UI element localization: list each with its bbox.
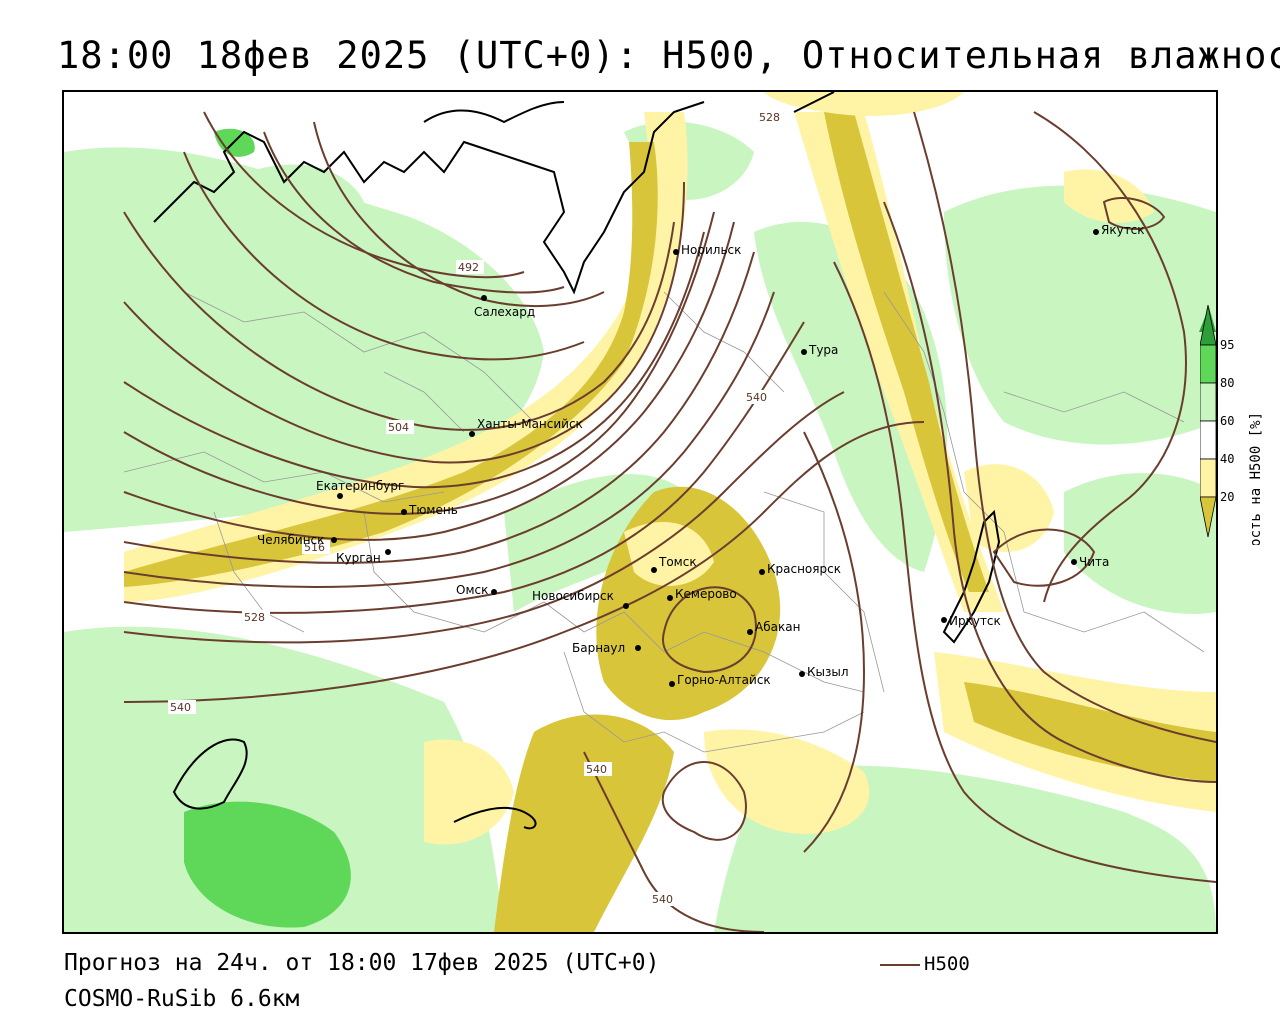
city-dot — [1071, 559, 1077, 565]
colorbar-top-triangle — [1200, 305, 1217, 346]
city-label: Якутск — [1101, 223, 1145, 237]
city-dot — [669, 681, 675, 687]
colorbar-segment-80-95 — [1200, 344, 1217, 384]
city-label: Норильск — [681, 243, 741, 257]
isoline-label: 504 — [388, 421, 409, 434]
city-dot — [667, 595, 673, 601]
isoline-label: 528 — [244, 611, 265, 624]
city-dot — [941, 617, 947, 623]
city-label: Челябинск — [257, 533, 324, 547]
city-label: Абакан — [755, 620, 800, 634]
city-dot — [491, 589, 497, 595]
model-name: COSMO-RuSib 6.6км — [64, 986, 300, 1012]
h500-legend-label: H500 — [924, 953, 970, 975]
h500-legend-line — [880, 964, 920, 966]
city-dot — [401, 509, 407, 515]
city-label: Кызыл — [807, 665, 849, 679]
city-label: Тура — [808, 343, 838, 357]
colorbar-tick: 60 — [1220, 414, 1234, 428]
city-label: Тюмень — [408, 503, 458, 517]
city-dot — [1093, 229, 1099, 235]
city-dot — [747, 629, 753, 635]
city-dot — [673, 249, 679, 255]
city-dot — [759, 569, 765, 575]
city-label: Салехард — [474, 305, 535, 319]
humidity-field — [64, 92, 1216, 932]
city-label: Екатеринбург — [316, 479, 404, 493]
isoline-label: 516 — [304, 541, 325, 554]
h500-isolines — [123, 111, 1216, 932]
isoline-label: 492 — [458, 261, 479, 274]
colorbar-bottom-triangle — [1200, 496, 1217, 538]
city-dot — [385, 549, 391, 555]
city-label: Томск — [658, 555, 697, 569]
map-canvas: 492 504 516 528 528 540 540 540 540 Якут… — [64, 92, 1216, 932]
colorbar-tick: 20 — [1220, 490, 1234, 504]
city-label: Чита — [1079, 555, 1109, 569]
city-label: Горно-Алтайск — [677, 673, 771, 687]
chart-title: 18:00 18фев 2025 (UTC+0): H500, Относите… — [57, 34, 1280, 77]
city-markers: Якутск Норильск Салехард Тура Ханты-Манс… — [257, 223, 1145, 687]
city-dot — [623, 603, 629, 609]
city-label: Барнаул — [572, 641, 625, 655]
city-dot — [331, 537, 337, 543]
humidity-colorbar: 95 80 60 40 20 Влажность на H500 [%] — [1200, 305, 1264, 545]
colorbar-title: Влажность на H500 [%] — [1248, 412, 1264, 545]
colorbar-segment-60-80 — [1200, 382, 1217, 422]
city-label: Новосибирск — [532, 589, 614, 603]
colorbar-tick: 40 — [1220, 452, 1234, 466]
colorbar-segment-40-60 — [1200, 420, 1217, 460]
city-dot — [799, 671, 805, 677]
city-label: Красноярск — [767, 562, 841, 576]
isoline-label: 528 — [759, 111, 780, 124]
city-dot — [801, 349, 807, 355]
city-label: Кемерово — [675, 587, 737, 601]
isoline-label: 540 — [586, 763, 607, 776]
city-dot — [469, 431, 475, 437]
region-boundaries — [123, 291, 1205, 753]
city-dot — [481, 295, 487, 301]
colorbar-tick: 80 — [1220, 376, 1234, 390]
city-label: Омск — [456, 583, 488, 597]
colorbar-tick: 95 — [1220, 338, 1234, 352]
isoline-label: 540 — [746, 391, 767, 404]
city-dot — [635, 645, 641, 651]
city-label: Ханты-Мансийск — [477, 417, 583, 431]
isoline-labels: 492 504 516 528 528 540 540 540 540 — [168, 110, 785, 906]
isoline-label: 540 — [170, 701, 191, 714]
colorbar-segment-20-40 — [1200, 458, 1217, 498]
forecast-info: Прогноз на 24ч. от 18:00 17фев 2025 (UTC… — [64, 950, 660, 976]
isoline-label: 540 — [652, 893, 673, 906]
city-dot — [337, 493, 343, 499]
city-dot — [651, 567, 657, 573]
city-label: Курган — [336, 551, 381, 565]
city-label: Иркутск — [949, 614, 1001, 628]
weather-map: 492 504 516 528 528 540 540 540 540 Якут… — [62, 90, 1218, 934]
